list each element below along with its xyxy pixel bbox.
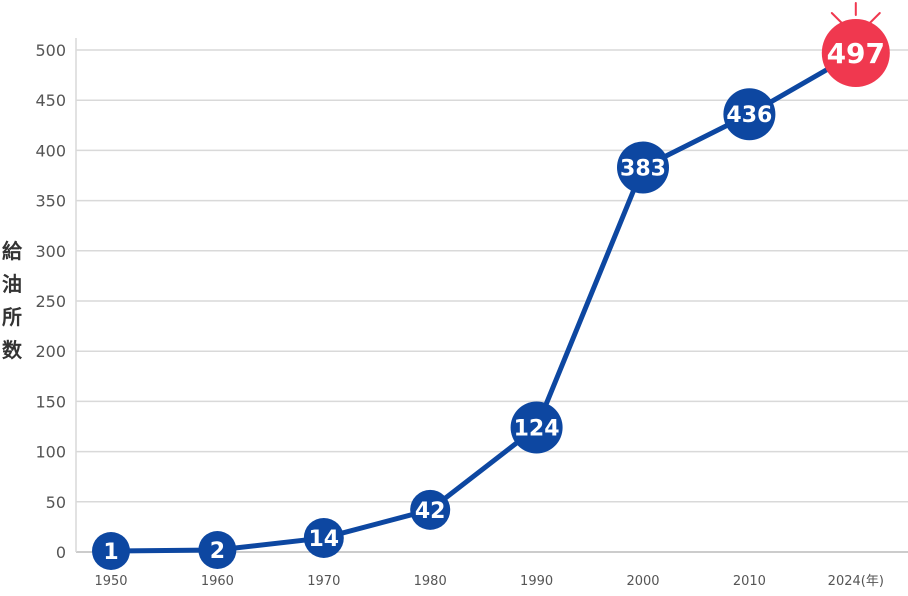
point-marker [723, 88, 776, 141]
y-tick-label: 0 [56, 543, 66, 562]
x-tick-label: 1970 [307, 574, 340, 589]
highlight-burst-icon [830, 2, 881, 25]
data-label: 124 [514, 416, 560, 441]
x-tick-label: 2024(年) [828, 574, 884, 589]
data-point: 14 [303, 517, 344, 558]
data-point: 42 [410, 489, 451, 530]
x-axis-ticks: 1950 1960 1970 1980 1990 2000 2010 2024(年) [94, 574, 883, 589]
y-axis-ticks: 0 50 100 150 200 250 300 350 400 450 500 [35, 41, 66, 562]
x-tick-label: 1960 [201, 574, 234, 589]
x-tick-label: 1980 [414, 574, 447, 589]
data-point: 2 [198, 530, 237, 569]
data-label: 436 [726, 103, 772, 128]
data-label: 383 [620, 156, 666, 181]
data-markers: 1 2 14 42 124 383 436 497 [92, 19, 890, 570]
point-marker [198, 530, 237, 569]
point-marker [510, 401, 563, 454]
data-label: 42 [415, 499, 446, 524]
y-tick-label: 350 [35, 192, 66, 211]
data-point: 436 [723, 88, 776, 141]
y-tick-label: 450 [35, 91, 66, 110]
data-label: 497 [827, 37, 885, 70]
point-marker [410, 489, 451, 530]
x-tick-label: 2000 [626, 574, 659, 589]
y-tick-label: 250 [35, 292, 66, 311]
burst-ray [868, 12, 881, 25]
point-marker [303, 517, 344, 558]
data-point: 383 [617, 141, 669, 194]
y-tick-label: 300 [35, 242, 66, 261]
y-tick-label: 500 [35, 41, 66, 60]
data-point: 497 [821, 19, 890, 88]
x-tick-label: 1950 [94, 574, 127, 589]
y-tick-label: 50 [46, 493, 66, 512]
point-marker [92, 531, 130, 570]
data-label: 1 [103, 540, 118, 565]
x-tick-label: 2010 [733, 574, 766, 589]
grid-lines [75, 38, 908, 553]
highlight-marker [821, 19, 890, 88]
y-tick-label: 200 [35, 342, 66, 361]
y-axis-label: 給油所数 [2, 239, 23, 362]
data-label: 2 [210, 539, 225, 564]
burst-ray [830, 12, 843, 25]
data-point: 124 [510, 401, 563, 454]
data-point: 1 [92, 531, 130, 570]
point-marker [617, 141, 669, 194]
x-tick-label: 1990 [520, 574, 553, 589]
y-tick-label: 400 [35, 141, 66, 160]
y-tick-label: 150 [35, 392, 66, 411]
data-label: 14 [308, 527, 339, 552]
y-tick-label: 100 [35, 443, 66, 462]
